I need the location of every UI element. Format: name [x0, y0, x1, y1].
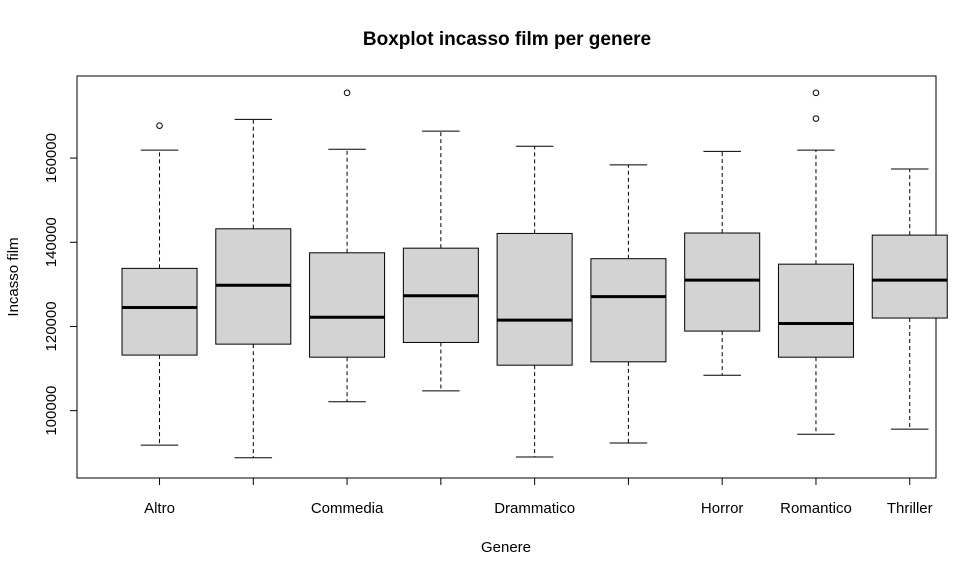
- iqr-box: [590, 258, 667, 363]
- y-axis-label: Incasso film: [5, 237, 22, 316]
- box-group: [496, 145, 573, 458]
- chart-title: Boxplot incasso film per genere: [363, 29, 651, 50]
- x-axis-label: Genere: [481, 539, 531, 556]
- iqr-box: [684, 232, 761, 332]
- outlier-point: [156, 122, 163, 129]
- x-tick-label: Commedia: [311, 500, 384, 517]
- y-tick-label: 140000: [43, 217, 60, 267]
- x-tick-label: Horror: [701, 500, 744, 517]
- outlier-point: [812, 89, 820, 97]
- x-tick-label: Thriller: [887, 500, 933, 517]
- x-tick-label: Romantico: [780, 500, 852, 517]
- x-tick-label: Drammatico: [494, 500, 575, 517]
- outlier-point: [812, 115, 820, 122]
- box-group: [121, 122, 198, 446]
- iqr-box: [871, 234, 948, 319]
- box-group: [215, 118, 292, 459]
- iqr-box: [777, 263, 854, 358]
- box-group: [309, 89, 386, 403]
- iqr-box: [309, 252, 386, 358]
- box-group: [590, 164, 667, 444]
- box-group: [871, 168, 948, 430]
- outlier-point: [343, 89, 351, 97]
- y-tick-label: 120000: [43, 301, 60, 351]
- box-group: [402, 130, 479, 392]
- y-tick-label: 160000: [43, 133, 60, 183]
- iqr-box: [496, 232, 573, 366]
- box-group: [777, 89, 854, 435]
- iqr-box: [121, 267, 198, 356]
- y-tick-label: 100000: [43, 386, 60, 436]
- box-group: [684, 150, 761, 376]
- x-tick-label: Altro: [144, 500, 175, 517]
